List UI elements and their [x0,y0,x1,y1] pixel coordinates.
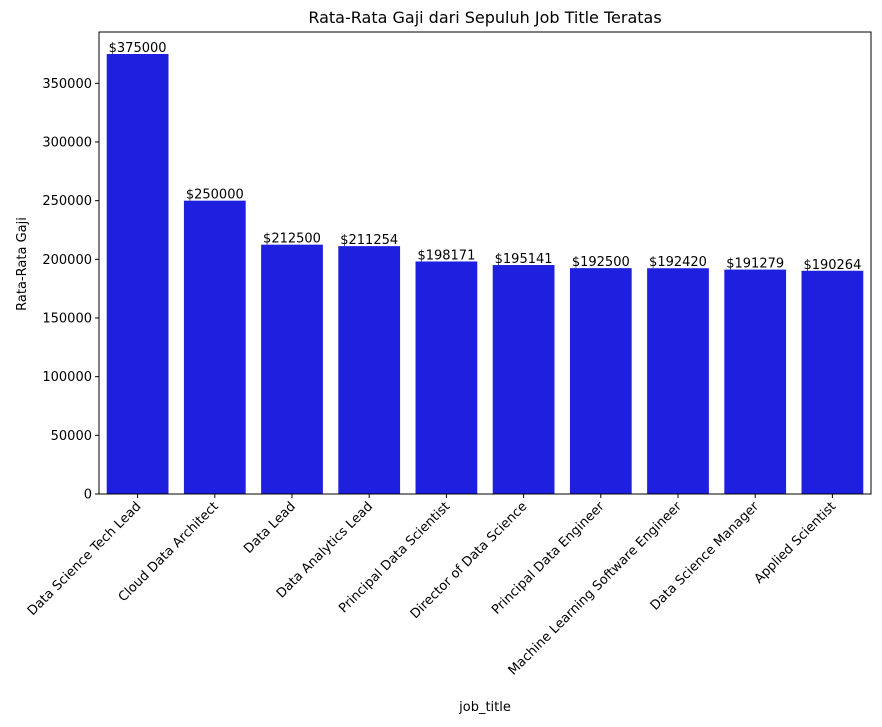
bar [492,265,555,494]
y-tick-label: 300000 [42,136,92,151]
bar [724,269,787,494]
bar [338,246,401,494]
y-tick-label: 250000 [42,194,92,209]
bar-value-label: $198171 [417,248,475,263]
bar-value-label: $212500 [263,232,321,247]
chart-title: Rata-Rata Gaji dari Sepuluh Job Title Te… [308,8,661,27]
bar-value-label: $250000 [186,188,244,203]
bar [183,200,246,494]
bar [569,268,632,494]
bar [415,261,478,494]
y-tick-label: 0 [84,488,92,503]
y-axis-label: Rata-Rata Gaji [15,217,30,311]
bar [801,270,864,494]
bar-value-label: $375000 [109,41,167,56]
y-tick-label: 200000 [42,253,92,268]
bars-layer [106,54,864,494]
bar-value-label: $195141 [495,252,553,267]
bar [261,244,323,494]
y-tick-label: 350000 [42,77,92,92]
bar-value-label: $192500 [572,255,630,270]
bar-value-label: $192420 [649,255,707,270]
x-tick-label: Applied Scientist [752,499,840,587]
x-axis-label: job_title [458,700,511,715]
y-tick-label: 100000 [42,370,92,385]
y-tick-label: 50000 [51,429,92,444]
y-tick-label: 150000 [42,312,92,327]
y-axis-ticks: 0 50000 100000 150000 200000 250000 300000 3500… [42,77,99,503]
plot-frame [98,31,872,495]
bar-value-label: $190264 [803,258,861,273]
bar-value-label: $211254 [340,233,398,248]
x-tick-label: Data Lead [241,499,299,557]
x-tick-label: Machine Learning Software Engineer [506,499,686,679]
bar [647,268,709,494]
bar-value-labels: $375000 $250000 $212500 $211254 $198171 $1951… [109,41,862,273]
bar-value-label: $191279 [726,257,784,272]
bar [106,54,169,494]
